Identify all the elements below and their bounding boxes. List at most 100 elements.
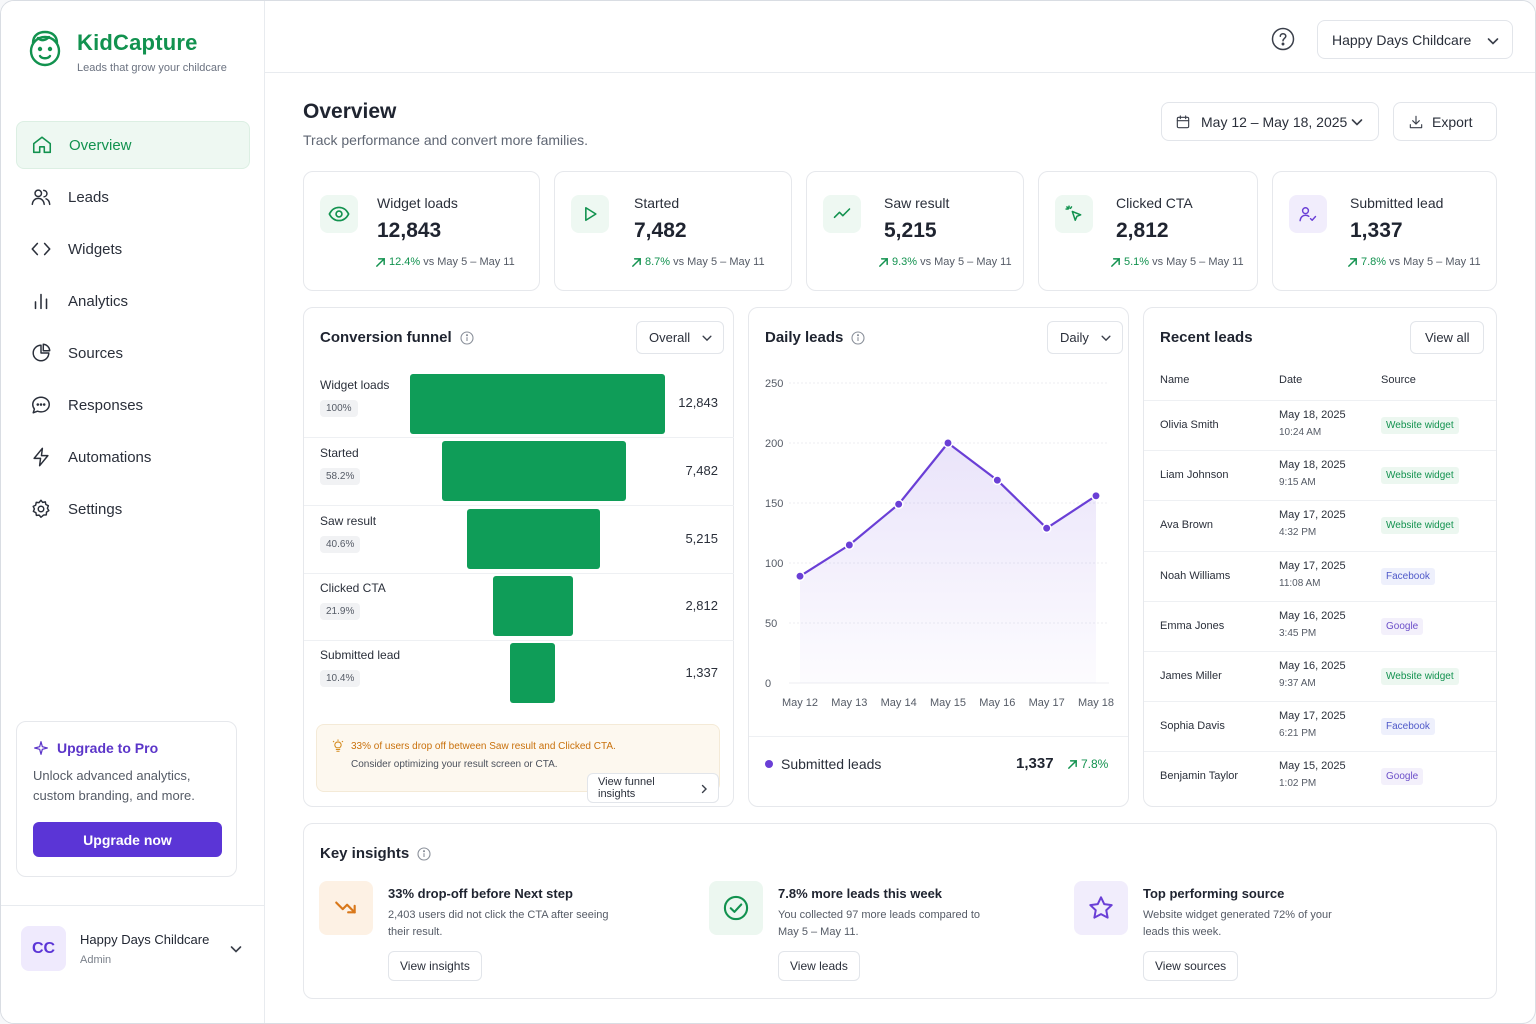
sidebar-item-label: Analytics — [68, 292, 129, 310]
upgrade-card: Upgrade to Pro Unlock advanced analytics… — [16, 721, 237, 877]
funnel-stage[interactable]: Clicked CTA 21.9% 2,812 — [304, 573, 734, 641]
funnel-stage[interactable]: Submitted lead 10.4% 1,337 — [304, 640, 734, 708]
upgrade-title: Upgrade to Pro — [33, 740, 220, 756]
funnel-stage-value: 5,215 — [685, 531, 718, 546]
source-badge: Website widget — [1381, 668, 1459, 685]
insight-icon-wrap — [1074, 881, 1128, 935]
sidebar-item-sources[interactable]: Sources — [16, 329, 250, 377]
data-point — [1091, 490, 1101, 501]
table-row[interactable]: Olivia Smith May 18, 2025 10:24 AM Website … — [1144, 400, 1496, 450]
account-switcher[interactable]: CC Happy Days Childcare Admin — [1, 905, 264, 1023]
brand-tagline: Leads that grow your childcare — [77, 62, 227, 74]
sidebar-item-settings[interactable]: Settings — [16, 485, 250, 533]
table-row[interactable]: Liam Johnson May 18, 2025 9:15 AM Website w… — [1144, 450, 1496, 500]
card-title: Recent leads — [1160, 329, 1253, 346]
download-icon — [1409, 115, 1423, 128]
funnel-stage-value: 1,337 — [685, 665, 718, 680]
kpi-card-widget-loads[interactable]: Widget loads 12,843 12.4% vs May 5 – May… — [303, 171, 540, 291]
arrow-up-right-icon — [1348, 257, 1357, 267]
chevron-down-icon — [1351, 119, 1363, 126]
funnel-stage-value: 2,812 — [685, 598, 718, 613]
date-range-picker[interactable]: May 12 – May 18, 2025 — [1161, 102, 1379, 141]
view-funnel-insights-label: View funnel insights — [598, 776, 655, 800]
sidebar-item-widgets[interactable]: Widgets — [16, 225, 250, 273]
table-row[interactable]: James Miller May 16, 2025 9:37 AM Website w… — [1144, 651, 1496, 701]
column-header-name[interactable]: Name — [1160, 374, 1190, 386]
funnel-stage[interactable]: Saw result 40.6% 5,215 — [304, 506, 734, 574]
brand-name: KidCapture — [77, 30, 198, 55]
upgrade-now-button[interactable]: Upgrade now — [33, 822, 222, 857]
column-header-source[interactable]: Source — [1381, 374, 1416, 386]
help-icon[interactable] — [1271, 27, 1295, 51]
funnel-tip-warning: 33% of users drop off between Saw result… — [351, 741, 616, 752]
sidebar-item-analytics[interactable]: Analytics — [16, 277, 250, 325]
kpi-label: Widget loads — [377, 195, 458, 211]
daily-filter-select[interactable]: Daily — [1047, 321, 1123, 354]
funnel-stage[interactable]: Widget loads 100% 12,843 — [304, 370, 734, 438]
chevron-down-icon[interactable] — [229, 942, 243, 956]
export-label: Export — [1432, 113, 1473, 130]
kpi-delta-pct: 9.3% — [892, 256, 918, 268]
organization-select[interactable]: Happy Days Childcare — [1317, 20, 1513, 59]
chart-footer-divider — [749, 736, 1128, 737]
kpi-card-saw-result[interactable]: Saw result 5,215 9.3% vs May 5 – May 11 — [806, 171, 1024, 291]
key-insights-card: Key insights — [303, 823, 1497, 999]
child-face-logo-icon — [29, 30, 61, 67]
sidebar-item-overview[interactable]: Overview — [16, 121, 250, 169]
sidebar-item-label: Widgets — [68, 240, 123, 258]
column-header-date[interactable]: Date — [1279, 374, 1303, 386]
view-all-button[interactable]: View all — [1410, 321, 1484, 354]
kpi-card-clicked-cta[interactable]: Clicked CTA 2,812 5.1% vs May 5 – May 11 — [1038, 171, 1258, 291]
source-badge: Facebook — [1381, 567, 1435, 585]
eye-icon — [328, 206, 350, 222]
table-row[interactable]: Emma Jones May 16, 2025 3:45 PM Google — [1144, 600, 1496, 651]
view-insights-button[interactable]: View insights — [388, 951, 482, 981]
kpi-label: Clicked CTA — [1116, 195, 1193, 211]
users-icon — [31, 189, 51, 206]
table-row[interactable]: Noah Williams May 17, 2025 11:08 AM Faceboo… — [1144, 550, 1496, 601]
funnel-stage-value: 12,843 — [678, 395, 718, 410]
table-row[interactable]: Sophia Davis May 17, 2025 6:21 PM Facebook — [1144, 701, 1496, 751]
funnel-stage-label: Clicked CTA — [320, 581, 386, 595]
gear-icon — [32, 499, 50, 518]
source-badge: Google — [1381, 617, 1424, 635]
source-badge: Website widget — [1381, 517, 1459, 535]
lightbulb-icon — [332, 739, 344, 752]
sidebar-item-label: Leads — [68, 188, 109, 206]
kpi-compare: vs May 5 – May 11 — [1152, 256, 1244, 268]
user-check-icon — [1299, 207, 1317, 222]
view-funnel-insights-button[interactable]: View funnel insights — [587, 773, 719, 803]
info-icon[interactable] — [460, 330, 474, 345]
kpi-card-submitted-lead[interactable]: Submitted lead 1,337 7.8% vs May 5 – May… — [1272, 171, 1497, 291]
data-point — [943, 438, 953, 448]
message-icon — [32, 396, 50, 414]
organization-name: Happy Days Childcare — [1332, 31, 1472, 48]
info-icon[interactable] — [851, 330, 865, 345]
insight-title: Top performing source — [1143, 886, 1285, 901]
kpi-card-started[interactable]: Started 7,482 8.7% vs May 5 – May 11 — [554, 171, 792, 291]
view-sources-button[interactable]: View sources — [1143, 951, 1239, 981]
sidebar-item-leads[interactable]: Leads — [16, 173, 250, 221]
kpi-icon-wrap — [1055, 195, 1093, 233]
funnel-stage[interactable]: Started 58.2% 7,482 — [304, 438, 734, 506]
sidebar-item-label: Sources — [68, 344, 124, 362]
funnel-filter-select[interactable]: Overall — [636, 321, 724, 354]
sidebar-item-automations[interactable]: Automations — [16, 433, 250, 481]
brand[interactable]: KidCapture Leads that grow your childcar… — [27, 29, 227, 74]
lead-date: May 15, 2025 — [1279, 760, 1346, 773]
funnel-tip: 33% of users drop off between Saw result… — [316, 724, 720, 803]
kpi-delta-pct: 8.7% — [645, 256, 671, 268]
lead-time: 3:45 PM — [1279, 627, 1317, 639]
view-leads-button[interactable]: View leads — [778, 951, 860, 981]
star-icon — [1089, 896, 1113, 919]
conversion-funnel-card: Conversion funnel Overall Widget loads 1… — [303, 307, 734, 807]
info-icon[interactable] — [417, 846, 431, 861]
table-row[interactable]: Ava Brown May 17, 2025 4:32 PM Website widg… — [1144, 500, 1496, 550]
x-tick-label: May 18 — [1078, 697, 1114, 709]
kpi-compare: vs May 5 – May 11 — [673, 256, 765, 268]
source-badge: Website widget — [1381, 467, 1459, 485]
export-button[interactable]: Export — [1393, 102, 1497, 141]
table-row[interactable]: Benjamin Taylor May 15, 2025 1:02 PM Google — [1144, 751, 1496, 801]
sidebar-item-responses[interactable]: Responses — [16, 381, 250, 429]
cursor-click-icon — [1065, 205, 1082, 221]
